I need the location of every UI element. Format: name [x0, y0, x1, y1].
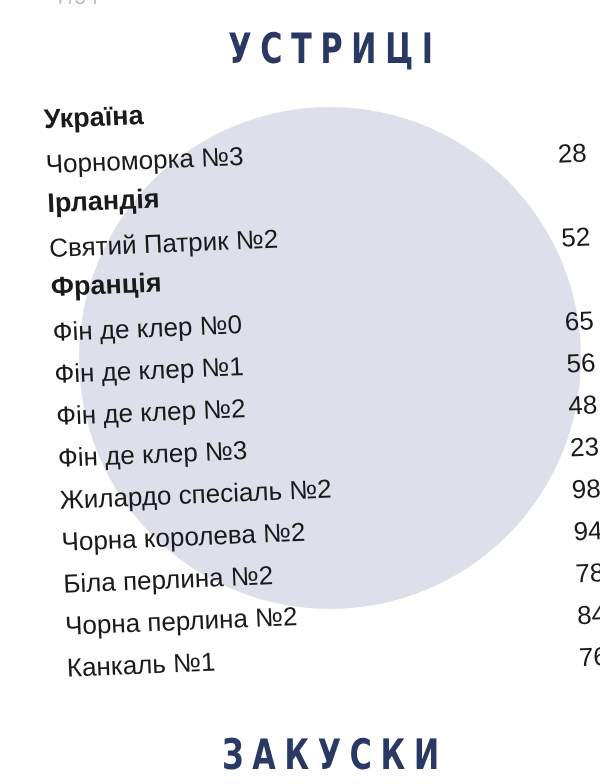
country-name: Ірландія: [46, 183, 161, 219]
country-name: Франція: [50, 267, 163, 303]
section-title-snacks: ЗАКУСКИ: [222, 730, 448, 779]
previous-section-fragment: Г/З Г: [58, 0, 103, 9]
section-title-oysters: УСТРИЦІ: [228, 24, 442, 73]
item-name: Канкаль №1: [66, 646, 217, 683]
oyster-menu-list: Україна Чорноморка №3 28 Ірландія Святий…: [0, 75, 600, 688]
item-price: 76: [578, 641, 600, 673]
country-name: Україна: [43, 100, 145, 135]
decorative-circle: [79, 107, 581, 609]
